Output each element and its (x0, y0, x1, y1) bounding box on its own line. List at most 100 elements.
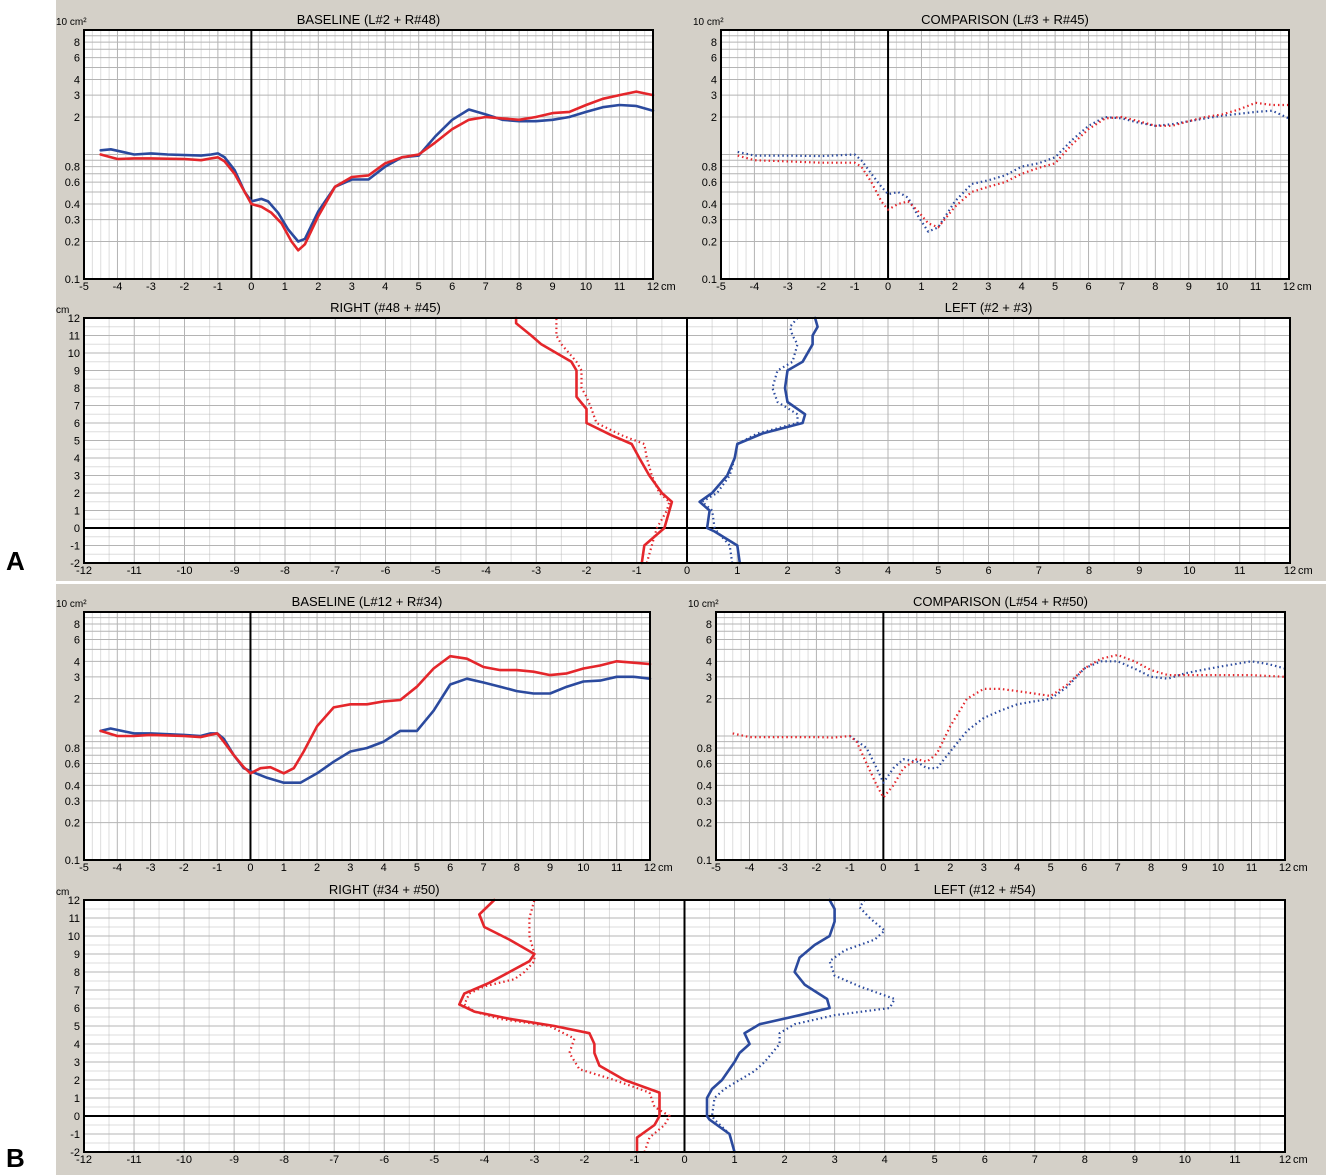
series-line-red-dotted (555, 318, 671, 564)
x-tick-label: 6 (447, 862, 453, 874)
y-tick-label: 0 (74, 1111, 80, 1123)
x-tick-label: 7 (483, 281, 489, 293)
x-tick-label: -11 (126, 1154, 141, 1166)
y-tick-label: -1 (70, 1129, 80, 1141)
x-tick-label: 6 (1081, 862, 1087, 874)
y-tick-label: 0.6 (702, 177, 717, 189)
chart-title: BASELINE (L#2 + R#48) (297, 12, 440, 27)
panel-label-a: A (6, 546, 25, 576)
x-tick-label: -4 (750, 281, 760, 293)
x-tick-label: 6 (449, 281, 455, 293)
x-tick-label: 2 (782, 1154, 788, 1166)
x-tick-label: 8 (514, 862, 520, 874)
x-tick-label: -7 (330, 565, 340, 577)
y-tick-label: 4 (711, 75, 717, 87)
y-tick-label: 10 (68, 931, 80, 943)
x-tick-label: 7 (1119, 281, 1125, 293)
y-tick-label: 0.2 (65, 237, 80, 249)
x-tick-label: 12 (1283, 281, 1295, 293)
x-tick-label: 3 (835, 565, 841, 577)
x-tick-label: 3 (985, 281, 991, 293)
x-unit-label: cm (1293, 862, 1308, 874)
x-tick-label: 12 (1279, 1154, 1291, 1166)
x-tick-label: 2 (314, 862, 320, 874)
x-tick-label: -5 (79, 281, 89, 293)
grid (715, 612, 1286, 860)
y-unit-label: 10 cm² (56, 17, 87, 28)
y-tick-label: 1 (74, 1093, 80, 1105)
x-tick-label: 0 (885, 281, 891, 293)
y-tick-label: 3 (711, 90, 717, 102)
x-tick-label: -8 (279, 1154, 289, 1166)
y-tick-label: 3 (74, 1057, 80, 1069)
x-unit-label: cm (1293, 1154, 1308, 1166)
x-tick-label: 2 (952, 281, 958, 293)
y-tick-label: 0.8 (65, 743, 80, 755)
y-tick-label: 12 (68, 313, 80, 325)
x-tick-label: -9 (229, 1154, 239, 1166)
y-tick-label: 2 (74, 694, 80, 706)
x-tick-label: 7 (1036, 565, 1042, 577)
plot-frame (720, 29, 1290, 280)
x-tick-label: 5 (1048, 862, 1054, 874)
x-tick-label: 8 (1086, 565, 1092, 577)
y-tick-label: 8 (74, 967, 80, 979)
x-tick-label: 4 (382, 281, 388, 293)
y-tick-label: 7 (74, 985, 80, 997)
x-tick-label: -3 (146, 281, 156, 293)
series-line-red-solid (458, 898, 661, 1154)
y-tick-label: 7 (74, 401, 80, 413)
y-tick-label: 0.1 (702, 274, 717, 286)
x-tick-label: 10 (1183, 565, 1195, 577)
x-unit-label: cm (658, 862, 673, 874)
plot-frame (83, 611, 651, 861)
x-tick-label: 1 (914, 862, 920, 874)
y-tick-label: 0.8 (702, 162, 717, 174)
y-tick-label: 11 (69, 913, 80, 925)
x-tick-label: 9 (1182, 862, 1188, 874)
series-line-red-solid (514, 316, 674, 565)
x-tick-label: 11 (1229, 1154, 1240, 1166)
x-tick-label: -3 (531, 565, 541, 577)
x-tick-label: 9 (1186, 281, 1192, 293)
x-tick-label: 7 (480, 862, 486, 874)
x-tick-label: -3 (146, 862, 156, 874)
x-tick-label: -3 (529, 1154, 539, 1166)
x-tick-label: 1 (734, 565, 740, 577)
y-unit-label: cm (56, 305, 69, 316)
x-tick-label: 12 (1279, 862, 1291, 874)
series-line-red-solid (99, 654, 652, 775)
y-tick-label: 0.8 (65, 162, 80, 174)
y-tick-label: 0.1 (697, 855, 712, 867)
y-tick-label: 0.8 (697, 743, 712, 755)
x-tick-label: 8 (516, 281, 522, 293)
y-tick-label: 8 (74, 619, 80, 631)
y-tick-label: 6 (711, 53, 717, 65)
x-tick-label: 12 (1284, 565, 1296, 577)
y-tick-label: 3 (74, 90, 80, 102)
chart-title: BASELINE (L#12 + R#34) (292, 594, 443, 609)
chart-title-2: LEFT (#2 + #3) (945, 300, 1033, 315)
y-tick-label: 8 (711, 37, 717, 49)
x-tick-label: -5 (79, 862, 89, 874)
x-tick-label: 4 (885, 565, 891, 577)
y-tick-label: 6 (74, 635, 80, 647)
x-tick-label: -4 (112, 862, 122, 874)
grid (720, 30, 1290, 279)
y-tick-label: 8 (706, 619, 712, 631)
y-tick-label: 9 (74, 949, 80, 961)
x-tick-label: -10 (177, 565, 193, 577)
plot-frame (83, 899, 1286, 1153)
series-line-blue-dotted (701, 317, 799, 564)
series-line-red-solid (99, 90, 655, 252)
y-tick-label: 0.4 (65, 199, 80, 211)
x-tick-label: 11 (1246, 862, 1257, 874)
x-tick-label: 3 (347, 862, 353, 874)
x-tick-label: 3 (349, 281, 355, 293)
y-tick-label: 2 (74, 112, 80, 124)
y-tick-label: 5 (74, 1021, 80, 1033)
x-tick-label: 9 (550, 281, 556, 293)
x-tick-label: -5 (716, 281, 726, 293)
x-tick-label: 0 (681, 1154, 687, 1166)
x-tick-label: 5 (1052, 281, 1058, 293)
